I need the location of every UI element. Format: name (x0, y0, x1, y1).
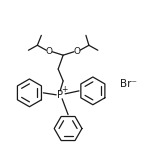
Text: Br⁻: Br⁻ (120, 79, 137, 89)
Text: O: O (73, 47, 80, 56)
Text: +: + (61, 85, 67, 94)
Text: P: P (57, 90, 63, 100)
Text: O: O (46, 47, 53, 56)
